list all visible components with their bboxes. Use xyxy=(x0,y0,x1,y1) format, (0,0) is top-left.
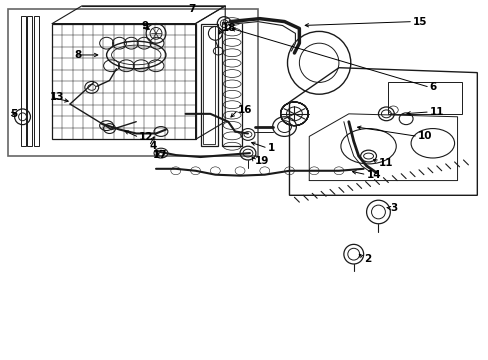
Text: 17: 17 xyxy=(153,150,167,160)
Text: 6: 6 xyxy=(429,82,436,93)
Text: 7: 7 xyxy=(188,4,196,14)
Bar xyxy=(200,23,218,146)
Text: 11: 11 xyxy=(378,158,392,168)
Bar xyxy=(203,26,215,144)
Text: 4: 4 xyxy=(149,141,156,151)
Text: 12: 12 xyxy=(139,132,153,143)
Text: 11: 11 xyxy=(429,107,444,117)
Bar xyxy=(34,16,39,146)
Bar xyxy=(20,16,25,146)
Text: 2: 2 xyxy=(363,254,370,264)
Text: 15: 15 xyxy=(412,17,427,27)
Text: 16: 16 xyxy=(238,105,252,115)
Text: 10: 10 xyxy=(417,131,431,141)
Bar xyxy=(52,23,195,139)
Text: 19: 19 xyxy=(254,156,269,166)
Text: 3: 3 xyxy=(389,203,397,213)
Bar xyxy=(8,9,257,156)
Text: 13: 13 xyxy=(50,92,64,102)
Text: 8: 8 xyxy=(74,50,81,60)
Bar xyxy=(222,22,242,146)
Text: 1: 1 xyxy=(267,143,274,153)
Bar xyxy=(27,16,32,146)
Text: 9: 9 xyxy=(141,22,148,31)
Text: 5: 5 xyxy=(11,109,18,119)
Text: 18: 18 xyxy=(222,23,236,33)
Bar xyxy=(387,82,462,114)
Text: 14: 14 xyxy=(366,170,381,180)
